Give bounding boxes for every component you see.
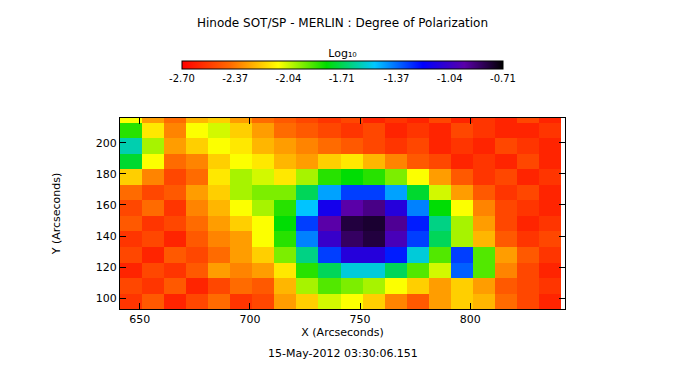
svg-text:X (Arcseconds): X (Arcseconds) (301, 326, 383, 339)
svg-text:100: 100 (96, 292, 117, 305)
svg-text:Hinode SOT/SP - MERLIN : Degre: Hinode SOT/SP - MERLIN : Degree of Polar… (197, 16, 488, 30)
svg-text:200: 200 (96, 137, 117, 150)
svg-text:180: 180 (96, 168, 117, 181)
svg-text:750: 750 (350, 313, 371, 326)
svg-text:800: 800 (460, 313, 481, 326)
svg-text:-2.04: -2.04 (276, 73, 302, 84)
svg-text:-1.37: -1.37 (384, 73, 410, 84)
svg-text:-0.71: -0.71 (490, 73, 516, 84)
svg-text:140: 140 (96, 230, 117, 243)
svg-text:-1.71: -1.71 (329, 73, 355, 84)
svg-text:120: 120 (96, 261, 117, 274)
svg-text:700: 700 (239, 313, 260, 326)
svg-text:160: 160 (96, 199, 117, 212)
svg-text:-2.70: -2.70 (169, 73, 195, 84)
svg-text:Log₁₀: Log₁₀ (328, 47, 357, 60)
svg-text:650: 650 (129, 313, 150, 326)
svg-text:-2.37: -2.37 (222, 73, 248, 84)
svg-text:-1.04: -1.04 (437, 73, 463, 84)
svg-text:Y (Arcseconds): Y (Arcseconds) (50, 173, 63, 256)
svg-text:15-May-2012 03:30:06.151: 15-May-2012 03:30:06.151 (268, 347, 418, 360)
